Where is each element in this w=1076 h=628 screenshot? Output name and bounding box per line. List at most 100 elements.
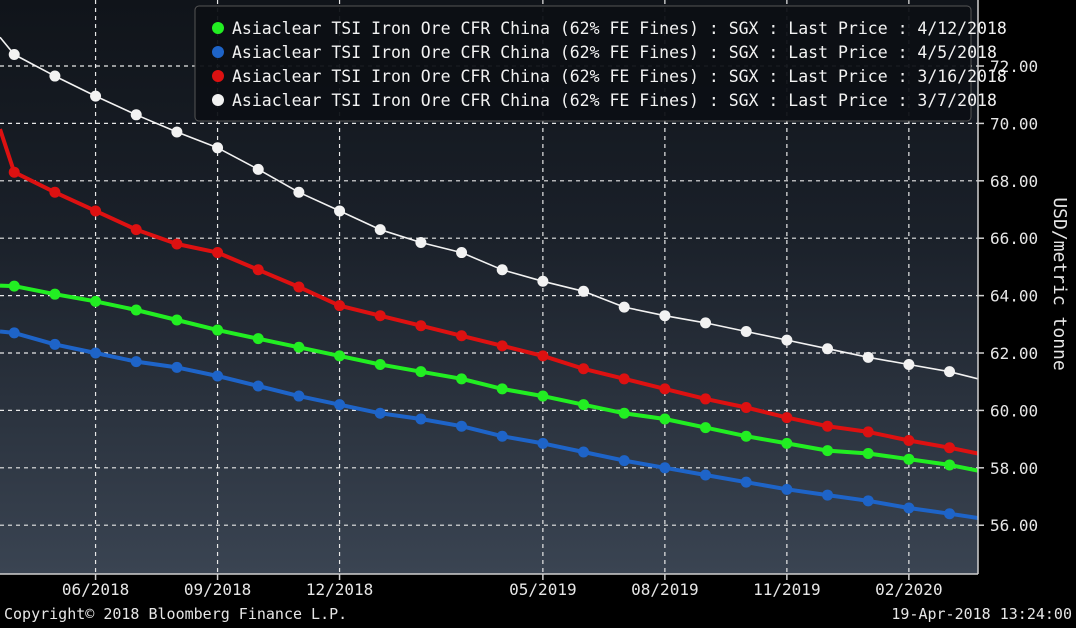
- data-point: [171, 361, 183, 373]
- x-axis: 06/2018 09/2018 12/2018 05/2019 08/2019 11/20…: [62, 574, 943, 599]
- data-point: [456, 247, 468, 259]
- data-point: [456, 330, 468, 342]
- data-point: [334, 300, 346, 312]
- data-point: [740, 402, 752, 414]
- y-tick-label: 66.00: [990, 229, 1038, 248]
- data-point: [334, 350, 346, 362]
- y-axis-title: USD/metric tonne: [1049, 197, 1070, 370]
- data-point: [659, 413, 671, 425]
- data-point: [415, 237, 427, 249]
- data-point: [334, 399, 346, 411]
- legend-label: Asiaclear TSI Iron Ore CFR China (62% FE…: [232, 19, 1007, 38]
- data-point: [171, 314, 183, 326]
- data-point: [415, 413, 427, 425]
- data-point: [537, 437, 549, 449]
- x-tick-label: 06/2018: [62, 580, 129, 599]
- data-point: [903, 358, 915, 370]
- copyright-text: Copyright© 2018 Bloomberg Finance L.P.: [4, 605, 348, 623]
- legend-marker: [212, 46, 224, 58]
- data-point: [49, 186, 61, 198]
- data-point: [90, 90, 102, 102]
- data-point: [8, 327, 20, 339]
- data-point: [700, 422, 712, 434]
- data-point: [293, 281, 305, 293]
- data-point: [456, 373, 468, 385]
- data-point: [293, 341, 305, 353]
- data-point: [374, 310, 386, 322]
- y-tick-label: 62.00: [990, 344, 1038, 363]
- data-point: [862, 351, 874, 363]
- legend-marker: [212, 22, 224, 34]
- data-point: [740, 325, 752, 337]
- data-point: [293, 390, 305, 402]
- y-tick-label: 72.00: [990, 57, 1038, 76]
- series-line: [0, 128, 978, 456]
- data-point: [252, 163, 264, 175]
- data-point: [700, 393, 712, 405]
- data-point: [822, 445, 834, 457]
- data-point: [130, 109, 142, 121]
- data-point: [659, 462, 671, 474]
- data-point: [252, 333, 264, 345]
- data-point: [578, 399, 590, 411]
- data-point: [49, 288, 61, 300]
- x-tick-label: 05/2019: [509, 580, 576, 599]
- data-point: [781, 412, 793, 424]
- data-point: [415, 366, 427, 378]
- y-axis: 56.00 58.00 60.00 62.00 64.00 66.00 68.00 70.00…: [978, 57, 1038, 535]
- data-point: [496, 264, 508, 276]
- data-point: [49, 338, 61, 350]
- data-point: [862, 447, 874, 459]
- data-point: [903, 453, 915, 465]
- data-point: [700, 469, 712, 481]
- data-point: [130, 304, 142, 316]
- data-point: [252, 380, 264, 392]
- data-point: [90, 347, 102, 359]
- y-tick-label: 64.00: [990, 287, 1038, 306]
- data-point: [944, 459, 956, 471]
- data-point: [456, 420, 468, 432]
- data-point: [740, 430, 752, 442]
- data-point: [90, 295, 102, 307]
- legend-box: [194, 5, 972, 122]
- data-point: [496, 340, 508, 352]
- series-line: [0, 329, 978, 520]
- data-point: [578, 285, 590, 297]
- legend: Asiaclear TSI Iron Ore CFR China (62% FE…: [194, 5, 1007, 122]
- data-point: [740, 476, 752, 488]
- data-point: [49, 70, 61, 82]
- data-point: [862, 495, 874, 507]
- data-point: [618, 373, 630, 385]
- legend-label: Asiaclear TSI Iron Ore CFR China (62% FE…: [232, 91, 997, 110]
- series-group: [0, 36, 978, 520]
- data-point: [171, 238, 183, 250]
- data-point: [659, 310, 671, 322]
- data-point: [212, 142, 224, 154]
- data-point: [212, 370, 224, 382]
- data-point: [618, 455, 630, 467]
- series-0: [0, 280, 978, 473]
- data-point: [334, 205, 346, 217]
- data-point: [822, 343, 834, 355]
- series-line: [0, 36, 978, 380]
- y-tick-label: 70.00: [990, 114, 1038, 133]
- series-line: [0, 283, 978, 473]
- series-3: [0, 36, 978, 380]
- series-1: [0, 327, 978, 520]
- data-point: [700, 317, 712, 329]
- data-point: [8, 49, 20, 61]
- data-point: [537, 275, 549, 287]
- y-tick-label: 58.00: [990, 459, 1038, 478]
- data-point: [374, 407, 386, 419]
- legend-marker: [212, 70, 224, 82]
- data-point: [578, 446, 590, 458]
- data-point: [8, 280, 20, 292]
- x-tick-label: 11/2019: [753, 580, 820, 599]
- data-point: [252, 264, 264, 276]
- data-point: [415, 320, 427, 332]
- data-point: [212, 247, 224, 259]
- data-point: [822, 489, 834, 501]
- data-point: [822, 420, 834, 432]
- data-point: [781, 483, 793, 495]
